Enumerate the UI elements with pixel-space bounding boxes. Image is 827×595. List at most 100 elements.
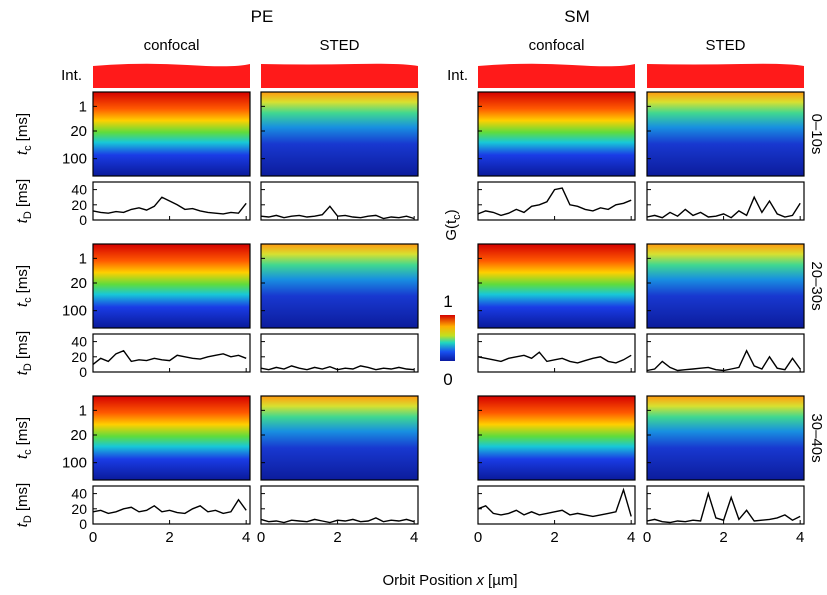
- column-title: confocal: [144, 37, 200, 54]
- heatmap: [477, 91, 636, 177]
- label-text: G(t: [443, 219, 460, 241]
- trace-line: [260, 517, 415, 524]
- heatmap: [92, 243, 251, 329]
- x-tick-label: 0: [89, 529, 97, 546]
- label-var: t: [14, 454, 31, 459]
- label-sub: D: [22, 515, 34, 523]
- column-title: STED: [319, 37, 359, 54]
- y-tick-label: 40: [71, 334, 87, 350]
- trace-panel: [646, 485, 805, 525]
- column-title: STED: [705, 37, 745, 54]
- trace-panel: [646, 333, 805, 373]
- intensity-strip: [93, 63, 250, 88]
- x-tick-label: 2: [165, 529, 173, 546]
- intensity-strip: [647, 63, 804, 88]
- x-tick-label: 2: [719, 529, 727, 546]
- trace-panel: [260, 181, 419, 221]
- heatmap: [477, 243, 636, 329]
- trace-line: [646, 491, 801, 524]
- colorbar-label: G(tc): [443, 209, 463, 240]
- intensity-strip: [261, 63, 418, 88]
- column-title: confocal: [529, 37, 585, 54]
- intensity-label: Int.: [447, 67, 468, 84]
- label-unit: [ms]: [14, 483, 31, 511]
- heatmap: [92, 91, 251, 177]
- axis-label: tD [ms]: [14, 483, 34, 527]
- heatmap: [646, 243, 805, 329]
- label-sub: D: [22, 211, 34, 219]
- label-var: t: [14, 522, 31, 527]
- label-var: x: [476, 572, 485, 589]
- axis-label: tc [ms]: [14, 113, 34, 155]
- axis-label: tD [ms]: [14, 331, 34, 375]
- x-tick-label: 4: [242, 529, 250, 546]
- label-sub: D: [22, 363, 34, 371]
- trace-line: [260, 365, 415, 371]
- axis-label: tD [ms]: [14, 179, 34, 223]
- y-tick-label: 0: [79, 364, 87, 380]
- x-tick-label: 4: [796, 529, 804, 546]
- x-tick-label: 2: [333, 529, 341, 546]
- x-tick-label: 0: [474, 529, 482, 546]
- label-text: ): [443, 209, 460, 214]
- x-tick-label: 0: [257, 529, 265, 546]
- trace-panel: [260, 485, 419, 525]
- x-tick-label: 2: [550, 529, 558, 546]
- label-unit: [ms]: [14, 417, 31, 445]
- intensity-label: Int.: [61, 67, 82, 84]
- heatmap: [477, 395, 636, 481]
- label-unit: [ms]: [14, 179, 31, 207]
- trace-panel: [477, 181, 636, 221]
- trace-panel: [477, 485, 636, 525]
- y-tick-label: 20: [70, 427, 87, 444]
- x-axis-label: Orbit Position x [µm]: [382, 572, 517, 589]
- y-tick-label: 1: [79, 98, 87, 115]
- trace-panel: [92, 181, 251, 221]
- y-tick-label: 20: [71, 349, 87, 365]
- heatmap: [260, 395, 419, 481]
- trace-line: [477, 487, 632, 518]
- label-unit: [ms]: [14, 265, 31, 293]
- trace-line: [92, 498, 247, 515]
- label-unit: [µm]: [488, 572, 517, 589]
- trace-line: [260, 205, 415, 220]
- label-var: t: [14, 150, 31, 155]
- trace-line: [646, 195, 801, 219]
- row-label: 0–10s: [808, 114, 825, 155]
- trace-panel: [260, 333, 419, 373]
- x-tick-label: 4: [627, 529, 635, 546]
- group-title: PE: [251, 7, 274, 26]
- row-label: 30–40s: [808, 413, 825, 462]
- label-sub: c: [22, 449, 34, 455]
- label-sub: c: [22, 297, 34, 303]
- y-tick-label: 100: [62, 151, 87, 168]
- x-tick-label: 0: [643, 529, 651, 546]
- label-var: t: [14, 370, 31, 375]
- trace-line: [477, 187, 632, 217]
- y-tick-label: 0: [79, 212, 87, 228]
- axis-label: tc [ms]: [14, 265, 34, 307]
- colorbar-tick-label: 0: [443, 370, 452, 389]
- label-unit: [ms]: [14, 331, 31, 359]
- heatmap: [92, 395, 251, 481]
- y-tick-label: 1: [79, 402, 87, 419]
- heatmap: [260, 243, 419, 329]
- y-tick-label: 20: [71, 501, 87, 517]
- label-var: t: [14, 302, 31, 307]
- heatmap: [260, 91, 419, 177]
- label-unit: [ms]: [14, 113, 31, 141]
- colorbar-tick-label: 1: [443, 292, 452, 311]
- row-label: 20–30s: [808, 261, 825, 310]
- trace-panel: [92, 485, 251, 525]
- label-var: t: [14, 218, 31, 223]
- intensity-strip: [478, 63, 635, 88]
- y-tick-label: 40: [71, 182, 87, 198]
- y-tick-label: 0: [79, 516, 87, 532]
- label-text: Orbit Position: [382, 572, 472, 589]
- trace-line: [646, 349, 801, 372]
- y-tick-label: 20: [70, 123, 87, 140]
- label-sub: c: [22, 145, 34, 151]
- heatmap: [646, 91, 805, 177]
- trace-line: [92, 196, 247, 215]
